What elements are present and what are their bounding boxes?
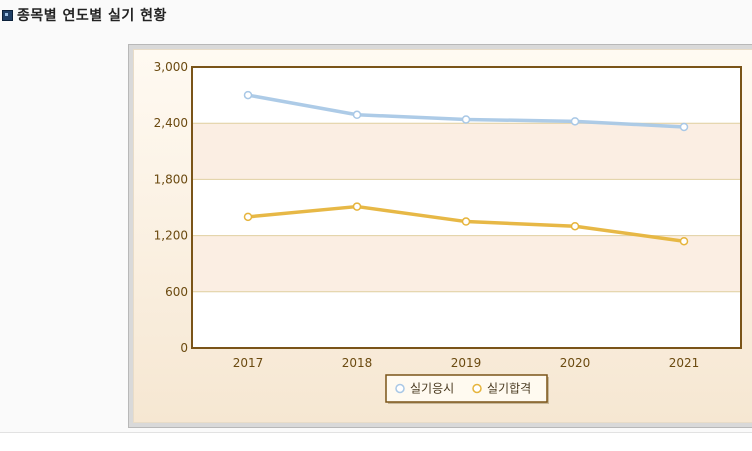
legend-box [385,374,548,403]
y-tick-label: 3,000 [154,60,188,74]
y-tick-label: 1,200 [154,229,188,243]
footer-area [0,433,752,451]
data-point [243,90,253,100]
data-point [461,115,471,124]
grid-band [192,235,741,292]
section-header: 종목별 연도별 실기 현황 [0,4,167,26]
y-tick-label: 2,400 [154,116,188,130]
legend-label: 실기합격 [487,382,531,396]
x-tick-label: 2021 [669,356,700,370]
x-tick-label: 2018 [342,356,373,370]
grid-band [192,123,741,180]
x-tick-label: 2019 [451,356,482,370]
y-tick-label: 1,800 [154,172,188,186]
legend-marker [395,383,405,394]
section-title: 종목별 연도별 실기 현황 [17,8,167,24]
bullet-icon [2,9,13,21]
legend-marker [472,383,482,394]
data-point [243,212,253,222]
divider [0,432,752,433]
x-tick-label: 2020 [560,356,591,370]
data-point [570,221,580,231]
x-tick-label: 2017 [233,356,264,370]
data-point [352,110,362,120]
plot-area [192,67,741,348]
data-point [679,236,689,246]
plot-border [191,66,742,349]
legend-label: 실기응시 [410,382,454,396]
data-point [570,117,580,126]
y-tick-label: 600 [165,285,188,299]
data-point [679,122,689,132]
y-tick-label: 0 [180,341,188,355]
data-point [352,202,362,211]
line-chart: 0 600 1,200 1,800 2,400 3,000 2017 2018 2019 2020… [154,60,742,404]
data-point [461,217,471,226]
